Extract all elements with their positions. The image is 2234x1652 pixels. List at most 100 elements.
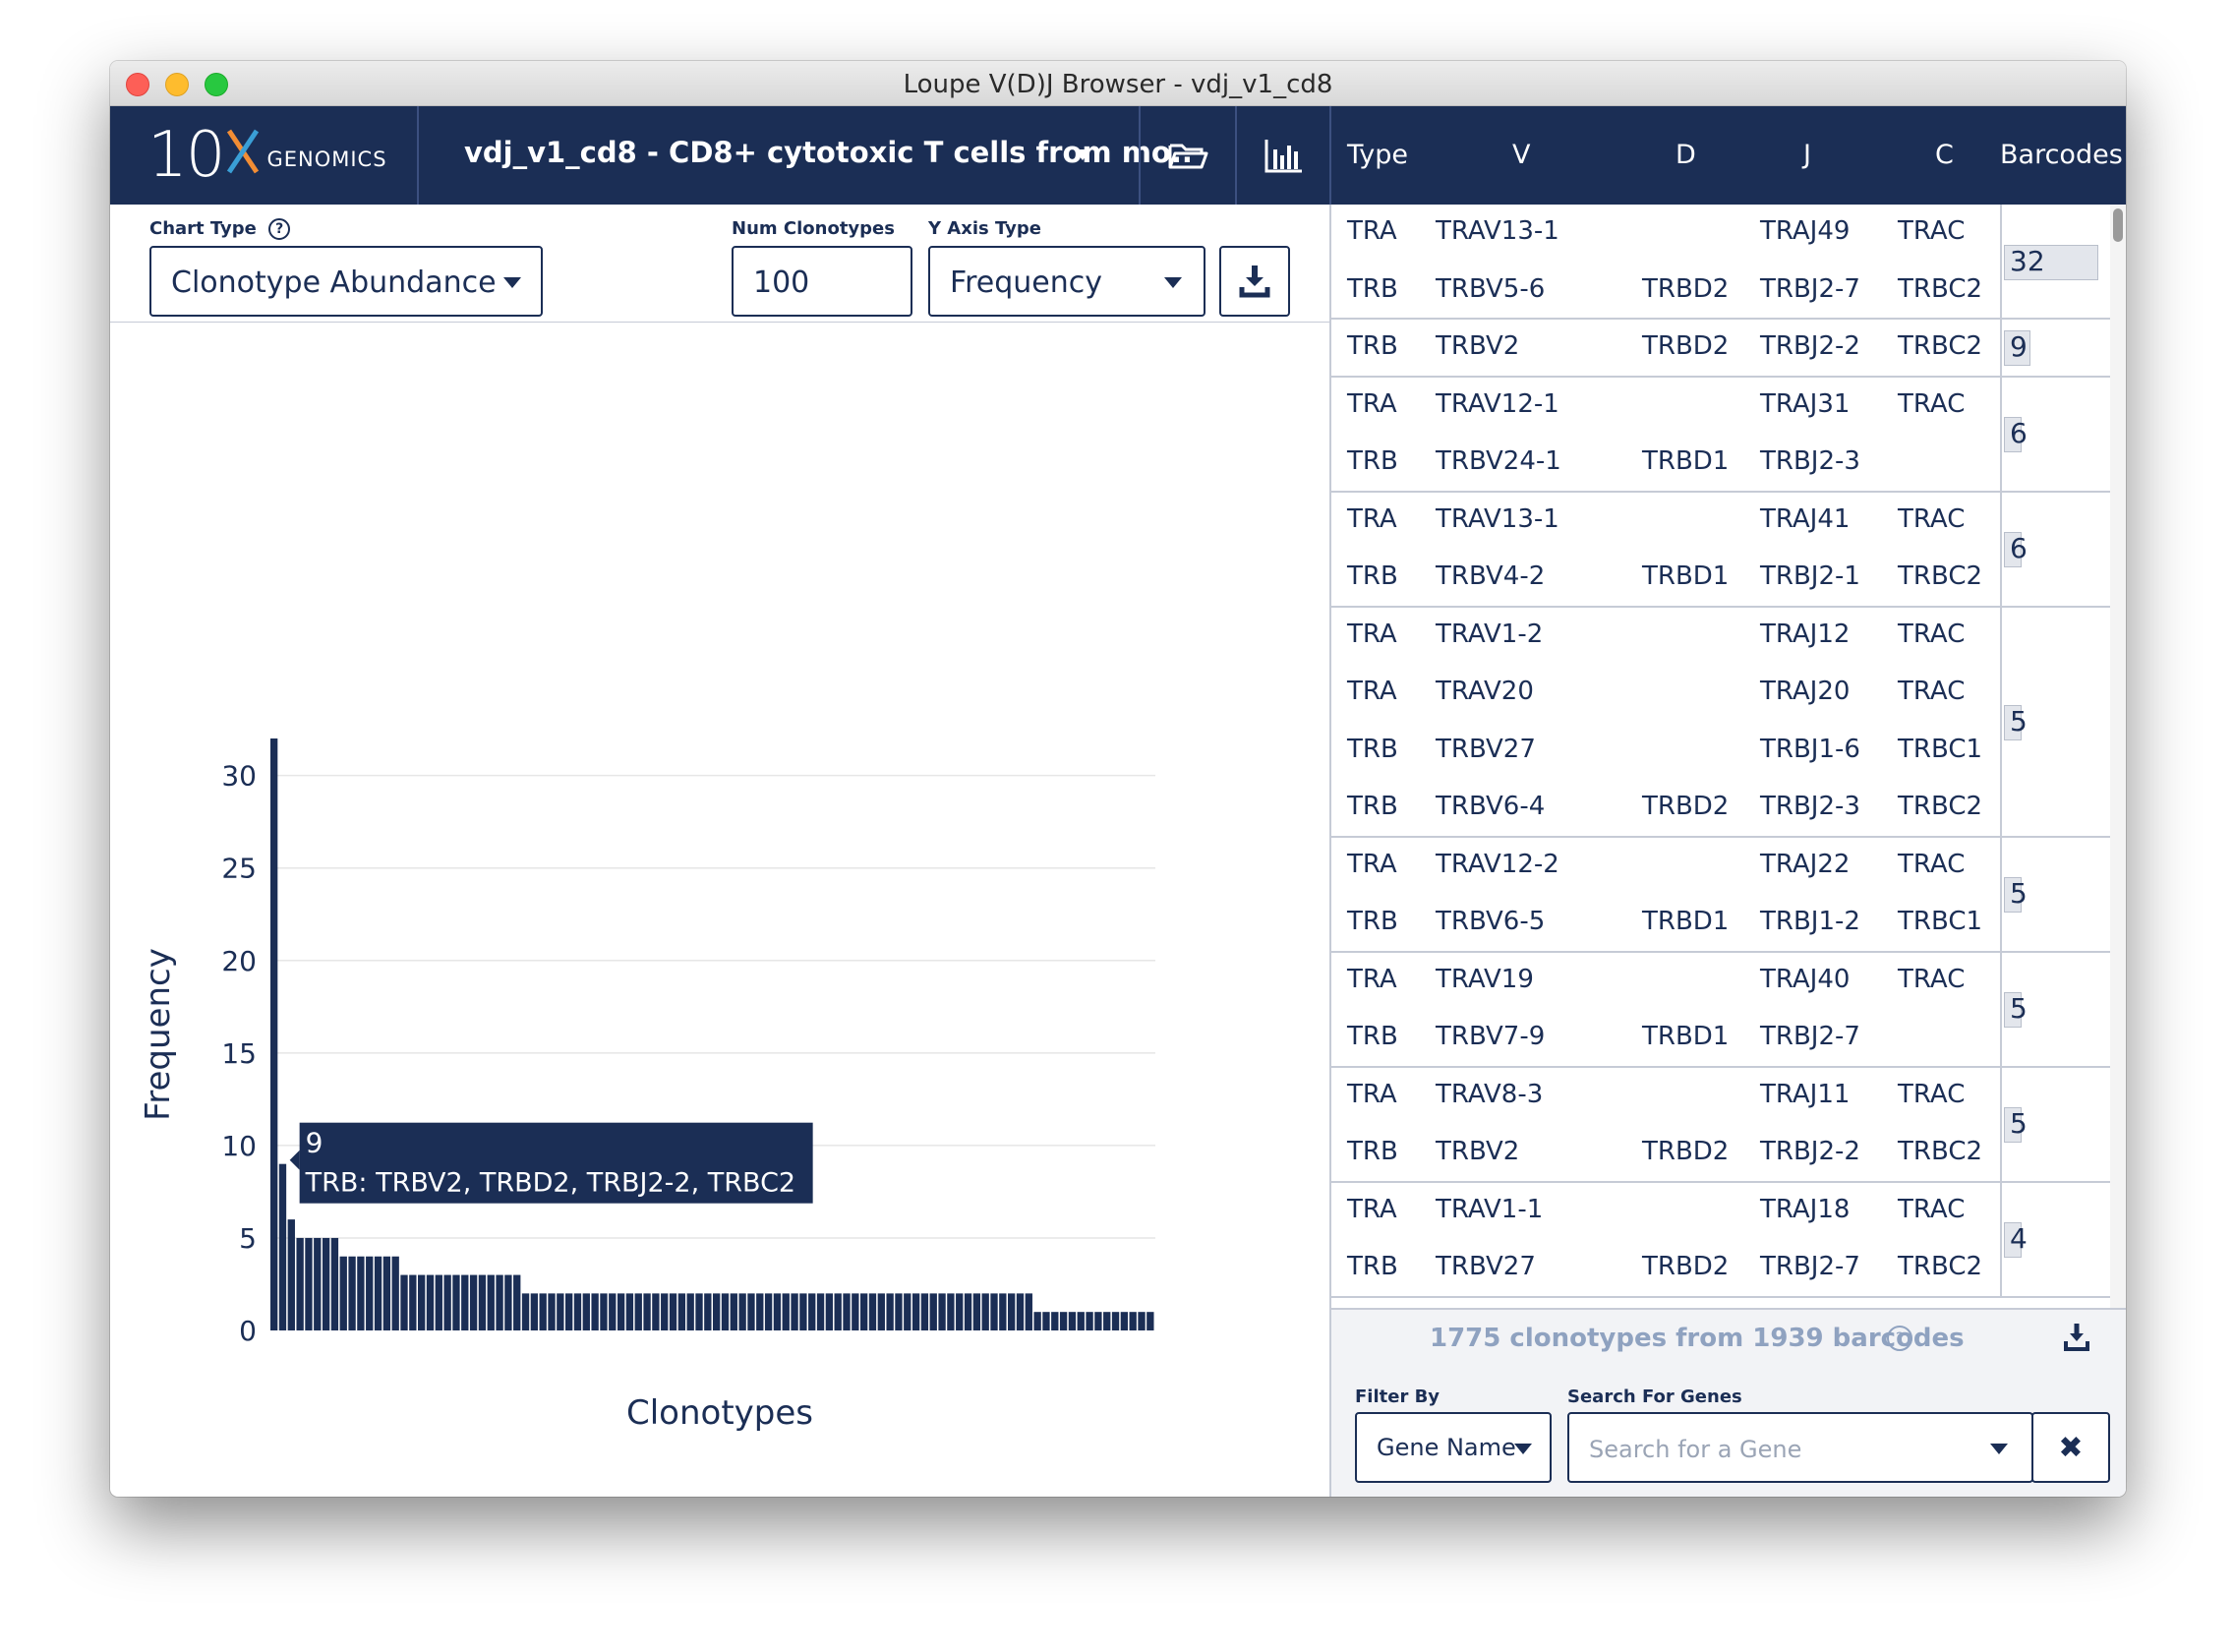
barcode-count-bar xyxy=(2004,244,2098,280)
maximize-window-button[interactable] xyxy=(205,73,228,96)
y-axis-type-label: Y Axis Type xyxy=(928,218,1041,239)
clonotype-group-row[interactable]: TRA TRAV8-3 TRAJ11 TRAC TRB TRBV2 TRBD2 TRBJ2-2… xyxy=(1331,1067,2110,1183)
v-gene-cell: TRAV12-1 xyxy=(1436,388,1559,419)
c-gene-cell: TRBC2 xyxy=(1898,1252,1983,1281)
search-genes-label: Search For Genes xyxy=(1567,1386,1742,1407)
header-divider xyxy=(1329,106,1331,205)
title-bar: Loupe V(D)J Browser - vdj_v1_cd8 xyxy=(110,61,2126,106)
column-header-barcodes[interactable]: Barcodes xyxy=(2000,140,2123,170)
folder-open-icon[interactable] xyxy=(1166,134,1209,177)
column-header-v[interactable]: V xyxy=(1512,140,1531,170)
clonotype-group-row[interactable]: TRA TRAV13-1 TRAJ49 TRAC TRB TRBV5-6 TRBD2 TRBJ… xyxy=(1331,205,2110,320)
chart-bar xyxy=(591,1293,599,1330)
chain-type-cell: TRB xyxy=(1347,446,1398,476)
chart-bar xyxy=(296,1237,304,1330)
clonotype-table: TRA TRAV13-1 TRAJ49 TRAC TRB TRBV5-6 TRBD2 TRBJ… xyxy=(1331,205,2126,1308)
chain-type-cell: TRB xyxy=(1347,273,1398,304)
y-axis-type-dropdown[interactable]: Frequency xyxy=(928,246,1205,317)
column-header-j[interactable]: J xyxy=(1803,140,1811,170)
download-table-icon[interactable] xyxy=(2057,1318,2096,1357)
help-icon[interactable]: ? xyxy=(1887,1326,1912,1351)
column-header-d[interactable]: D xyxy=(1676,140,1696,170)
tooltip-pointer xyxy=(289,1150,300,1170)
panel-divider[interactable] xyxy=(1329,205,1331,1497)
num-clonotypes-input[interactable]: 100 xyxy=(732,246,912,317)
chevron-down-icon[interactable] xyxy=(1074,149,1091,160)
chart-bar xyxy=(548,1293,556,1330)
barcode-column-divider xyxy=(2000,377,2002,493)
chain-type-cell: TRA xyxy=(1347,964,1397,994)
v-gene-cell: TRAV13-1 xyxy=(1436,216,1559,246)
y-tick-label: 20 xyxy=(221,945,257,977)
chart-bar xyxy=(929,1293,937,1330)
barcode-column-divider xyxy=(2000,492,2002,608)
minimize-window-button[interactable] xyxy=(165,73,189,96)
chart-bar xyxy=(661,1293,669,1330)
barcode-count-bar xyxy=(2004,1222,2022,1258)
gene-search-input[interactable]: Search for a Gene xyxy=(1567,1412,2033,1483)
chart-bar xyxy=(764,1293,773,1330)
chart-bar xyxy=(834,1293,842,1330)
download-chart-button[interactable] xyxy=(1219,246,1290,317)
barcode-count: 5 xyxy=(2010,992,2028,1025)
chart-bar xyxy=(972,1293,981,1330)
barcode-column-divider xyxy=(2000,1067,2002,1183)
barcode-count-bar xyxy=(2004,532,2022,567)
chart-bar xyxy=(1016,1293,1025,1330)
v-gene-cell: TRBV27 xyxy=(1436,1252,1536,1281)
clear-search-button[interactable]: ✖ xyxy=(2031,1412,2110,1483)
v-gene-cell: TRBV6-4 xyxy=(1436,792,1546,821)
bar-chart-icon[interactable] xyxy=(1263,134,1306,177)
barcode-column-divider xyxy=(2000,837,2002,953)
column-header-type[interactable]: Type xyxy=(1347,140,1409,170)
y-tick-label: 30 xyxy=(221,760,257,793)
clonotype-group-row[interactable]: TRA TRAV1-2 TRAJ12 TRAC TRA TRAV20 TRAJ20 TRAC T… xyxy=(1331,607,2110,838)
scrollbar-thumb[interactable] xyxy=(2113,208,2123,242)
chart-type-dropdown[interactable]: Clonotype Abundance xyxy=(149,246,543,317)
app-window: Loupe V(D)J Browser - vdj_v1_cd8 10 GENO… xyxy=(110,61,2126,1497)
chart-bar xyxy=(964,1293,972,1330)
num-clonotypes-value: 100 xyxy=(753,266,810,300)
filter-by-dropdown[interactable]: Gene Name xyxy=(1355,1412,1552,1483)
d-gene-cell: TRBD1 xyxy=(1642,1022,1730,1051)
clonotype-group-row[interactable]: TRA TRAV13-1 TRAJ41 TRAC TRB TRBV4-2 TRBD1 TRBJ… xyxy=(1331,492,2110,608)
chain-type-cell: TRB xyxy=(1347,792,1398,821)
chain-type-cell: TRB xyxy=(1347,561,1398,591)
v-gene-cell: TRAV19 xyxy=(1436,964,1534,994)
chart-bar xyxy=(1129,1312,1137,1330)
c-gene-cell: TRAC xyxy=(1898,1194,1966,1224)
chart-bar xyxy=(738,1293,746,1330)
chart-bar xyxy=(904,1293,911,1330)
header-divider xyxy=(1139,106,1141,205)
chain-type-cell: TRB xyxy=(1347,734,1398,764)
chart-bar xyxy=(782,1293,790,1330)
logo-number: 10 xyxy=(147,119,225,192)
chart-bar xyxy=(330,1237,339,1330)
tooltip-value: 9 xyxy=(306,1127,323,1159)
clonotype-group-row[interactable]: TRB TRBV2 TRBD2 TRBJ2-2 TRBC2 9 xyxy=(1331,320,2110,378)
dataset-selector[interactable]: vdj_v1_cd8 - CD8+ cytotoxic T cells from… xyxy=(464,136,1193,169)
barcode-column-divider xyxy=(2000,952,2002,1068)
chart-bar xyxy=(911,1293,920,1330)
chart-bar xyxy=(435,1274,442,1330)
clonotype-group-row[interactable]: TRA TRAV12-1 TRAJ31 TRAC TRB TRBV24-1 TRBD1 TRB… xyxy=(1331,377,2110,493)
clonotype-group-row[interactable]: TRA TRAV12-2 TRAJ22 TRAC TRB TRBV6-5 TRBD1 TRBJ… xyxy=(1331,837,2110,953)
chart-bar xyxy=(686,1293,694,1330)
clonotype-group-row[interactable]: TRA TRAV1-1 TRAJ18 TRAC TRB TRBV27 TRBD2 TRBJ2-… xyxy=(1331,1182,2110,1298)
chart-bar xyxy=(1086,1312,1093,1330)
d-gene-cell: TRBD2 xyxy=(1642,792,1730,821)
close-window-button[interactable] xyxy=(126,73,149,96)
chart-bar xyxy=(270,738,278,1330)
chart-bar xyxy=(816,1293,825,1330)
filter-by-value: Gene Name xyxy=(1377,1434,1516,1461)
barcode-count: 5 xyxy=(2010,877,2028,910)
table-scrollbar[interactable] xyxy=(2110,205,2126,1308)
column-header-c[interactable]: C xyxy=(1935,140,1954,170)
y-tick-label: 15 xyxy=(221,1037,257,1070)
y-axis-type-value: Frequency xyxy=(950,266,1102,300)
chevron-down-icon[interactable] xyxy=(1990,1444,2008,1454)
v-gene-cell: TRBV4-2 xyxy=(1436,561,1546,591)
v-gene-cell: TRBV27 xyxy=(1436,734,1536,764)
clonotype-group-row[interactable]: TRA TRAV19 TRAJ40 TRAC TRB TRBV7-9 TRBD1 TRBJ2-… xyxy=(1331,952,2110,1068)
help-icon[interactable]: ? xyxy=(268,218,291,240)
